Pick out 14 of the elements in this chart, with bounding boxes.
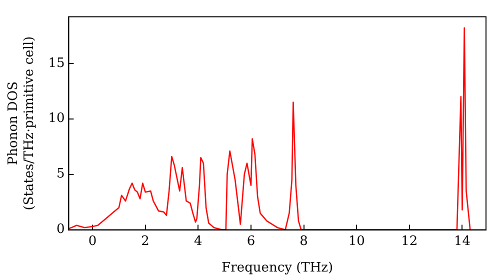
y-tick-label: 15 <box>48 56 65 71</box>
x-tick-label: 14 <box>454 234 471 249</box>
x-tick-label: 4 <box>194 234 202 249</box>
x-tick-label: 6 <box>246 234 256 249</box>
x-tick-label: 10 <box>348 234 365 249</box>
x-tick-label: 12 <box>401 234 418 249</box>
x-axis-title: Frequency (THz) <box>222 260 334 276</box>
x-tick-label: 8 <box>300 234 308 249</box>
y-axis-title: Phonon DOS (States/THz·primitive cell) <box>6 36 37 210</box>
x-tick-label: 2 <box>141 234 150 249</box>
y-tick-label: 5 <box>56 166 65 182</box>
y-tick-label: 10 <box>48 111 65 126</box>
y-tick-label: 0 <box>56 222 65 238</box>
x-tick-label: 0 <box>88 234 97 249</box>
